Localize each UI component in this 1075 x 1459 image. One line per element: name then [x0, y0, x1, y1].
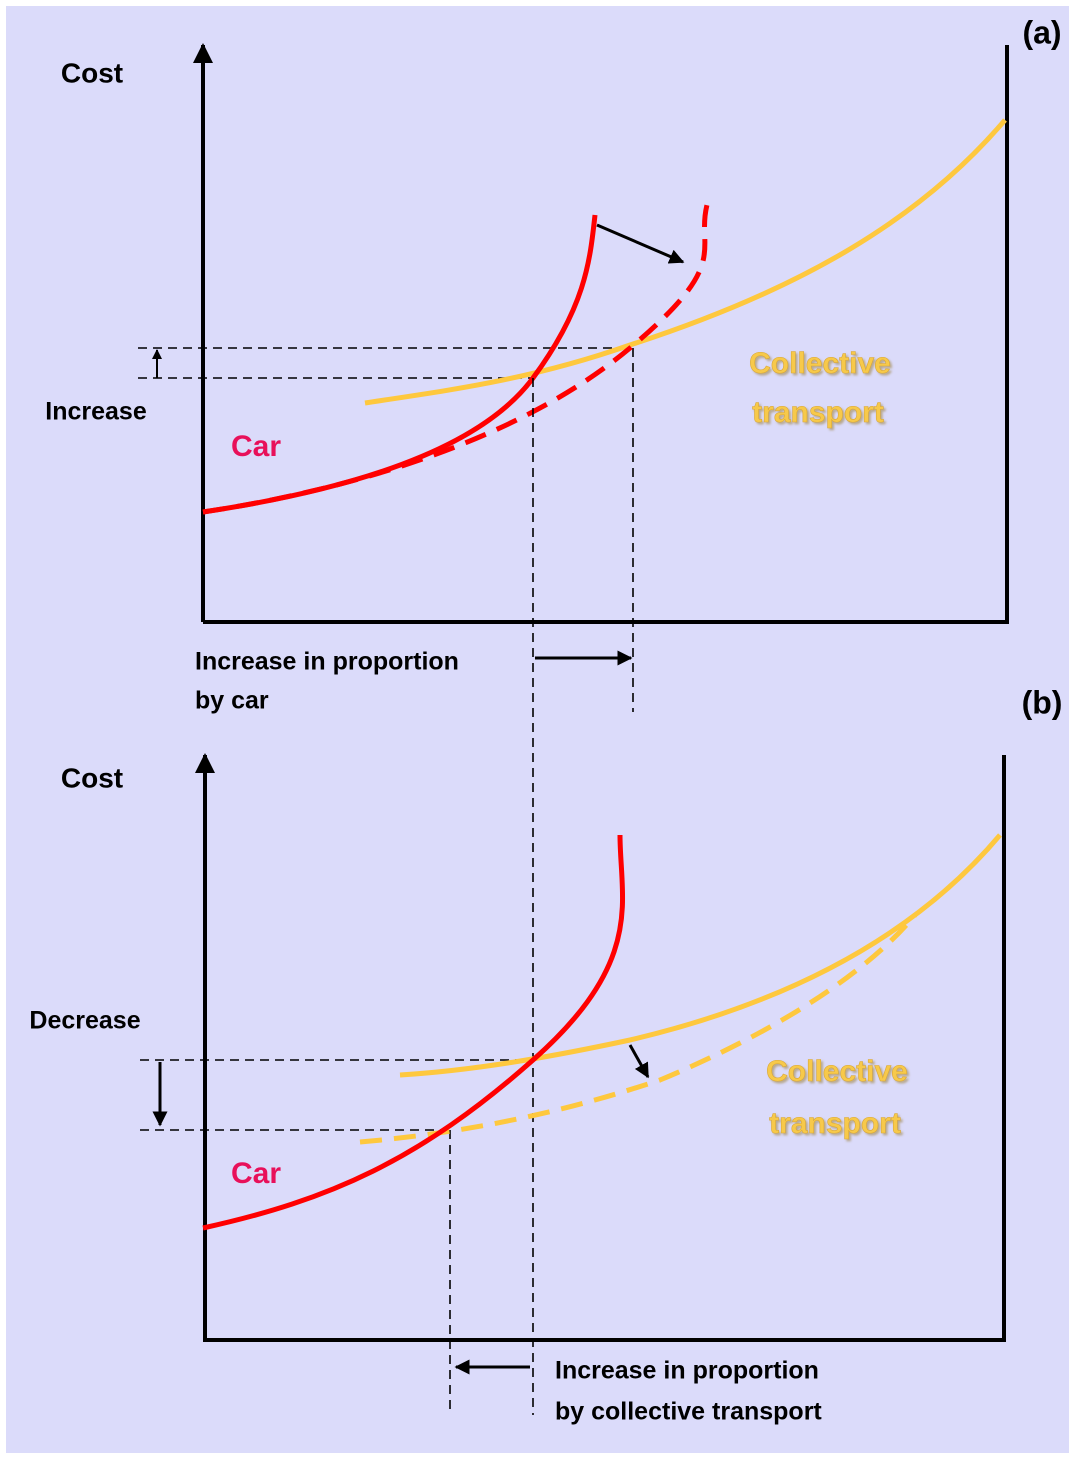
change-label: Increase: [45, 398, 147, 426]
panel-b: (b) Cost Decrease Car Collective transpo…: [29, 684, 1062, 1425]
collective-curve: [399, 833, 1002, 1078]
collective-label: transport: [752, 396, 884, 429]
x-label: Increase in proportion: [195, 648, 459, 676]
collective-curve-shifted: [359, 913, 917, 1145]
guide-lines: [140, 1059, 533, 1415]
axis-frame: [203, 45, 1009, 624]
y-axis-label: Cost: [61, 57, 123, 88]
guide-lines: [138, 347, 634, 712]
background: [6, 6, 1069, 1453]
collective-label: transport: [769, 1107, 901, 1140]
car-curve: [202, 834, 626, 1231]
shift-arrow: [596, 223, 685, 264]
collective-curve: [364, 118, 1007, 406]
x-label: Increase in proportion: [555, 1357, 819, 1385]
shift-arrow: [628, 1044, 650, 1079]
y-axis-label: Cost: [61, 762, 123, 793]
x-label: by collective transport: [555, 1398, 822, 1426]
panel-label: (a): [1022, 14, 1061, 50]
change-label: Decrease: [29, 1007, 140, 1035]
car-label: Car: [231, 430, 281, 463]
axis-frame: [203, 755, 1006, 1342]
x-label: by car: [195, 687, 269, 715]
panel-label: (b): [1022, 684, 1063, 720]
collective-label: Collective: [749, 347, 891, 380]
panel-a: (a) Cost Increase Car Collective transpo…: [45, 14, 1061, 714]
car-label: Car: [231, 1157, 281, 1190]
collective-label: Collective: [766, 1055, 908, 1088]
car-curve-shifted: [202, 194, 713, 515]
